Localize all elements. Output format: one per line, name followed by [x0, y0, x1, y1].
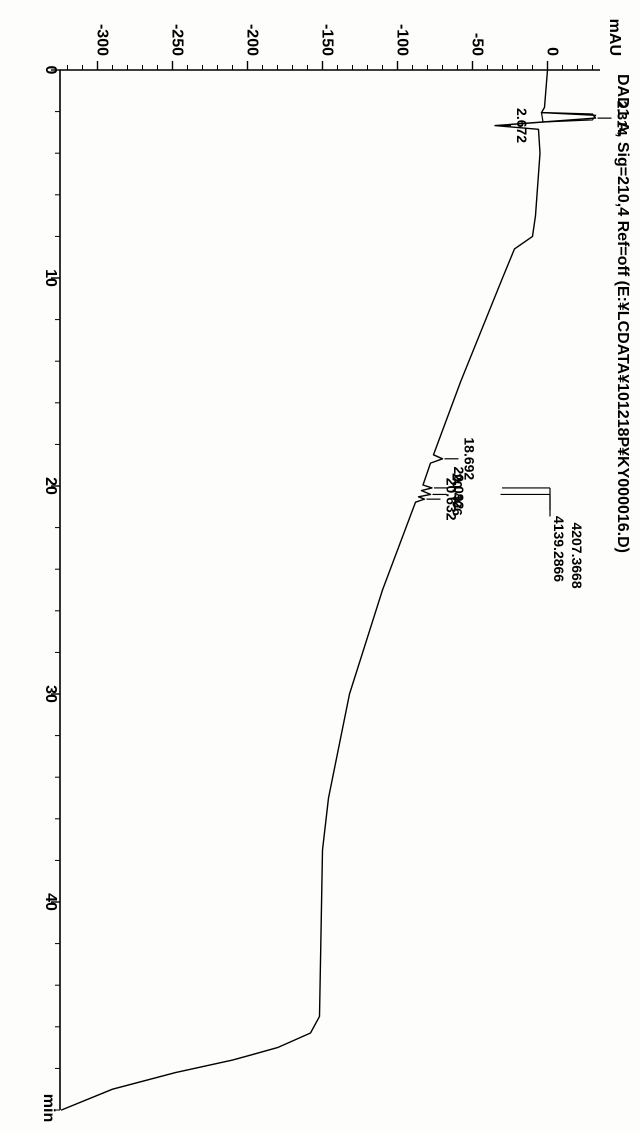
y-tick-label: -50: [469, 33, 486, 56]
y-tick-label: -250: [169, 24, 186, 56]
peak-label: 2.672: [514, 108, 530, 143]
y-axis-label: mAU: [606, 19, 623, 56]
x-tick-label: 40: [42, 893, 59, 911]
peak-label: 20.632: [444, 478, 460, 521]
y-tick-label: -150: [319, 24, 336, 56]
peak-label: 2.314: [615, 101, 631, 136]
y-tick-label: -100: [394, 24, 411, 56]
y-tick-label: -200: [244, 24, 261, 56]
x-tick-label: 0: [42, 66, 59, 75]
y-tick-label: 0: [544, 47, 561, 56]
x-tick-label: 30: [42, 685, 59, 703]
y-tick-label: -300: [94, 24, 111, 56]
chromatogram-chart: 0 -50 -100 -150 -200 -250 -300 mAU 0 10 20 30 40 min D…: [0, 0, 640, 1132]
x-tick-label: 10: [42, 269, 59, 287]
annotation-label: 4139.2866: [551, 516, 567, 582]
x-axis-label: min: [40, 1094, 57, 1122]
annotation-label: 4207.3668: [569, 522, 585, 588]
chart-title: DAD1 A, Sig=210,4 Ref=off (E:¥LCDATA¥101…: [614, 74, 631, 553]
x-tick-label: 20: [42, 477, 59, 495]
